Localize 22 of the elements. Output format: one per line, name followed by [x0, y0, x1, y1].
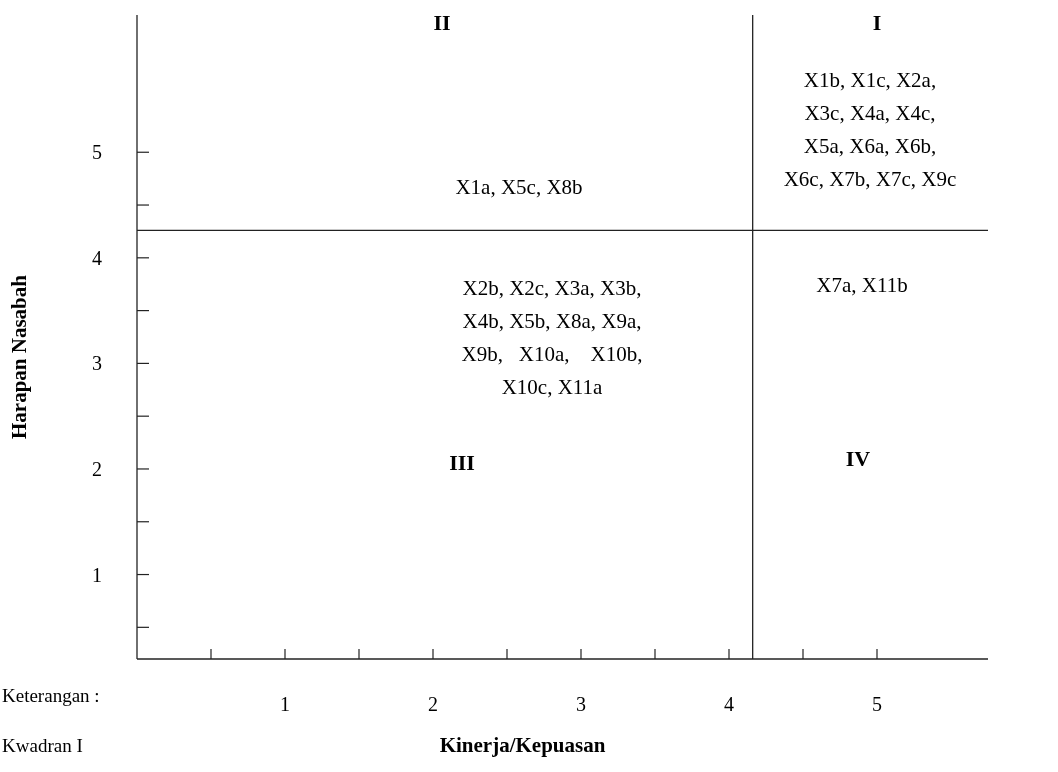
text: Kwadran I: [2, 734, 83, 756]
x-tick-label: 5: [872, 693, 882, 715]
annotation: II: [433, 9, 451, 35]
annotation: III: [449, 449, 475, 475]
y-tick-label: 5: [92, 141, 102, 164]
x-tick-label: 4: [724, 693, 734, 715]
annotation: X1a, X5c, X8b: [455, 175, 583, 200]
annotation: IV: [845, 445, 871, 471]
y-axis-title: Harapan Nasabah: [7, 274, 31, 439]
x-tick-label: 2: [428, 693, 438, 715]
text: Keterangan :: [2, 684, 100, 706]
x-axis-title: Kinerja/Kepuasan: [439, 733, 606, 757]
y-tick-label: 2: [92, 457, 102, 480]
annotation: X2b, X2c, X3a, X3b, X4b, X5b, X8a, X9a, X9b, X10a, X10b, X10c, X11a: [461, 275, 643, 399]
x-tick-label: 3: [576, 693, 586, 715]
x-tick-label: 1: [280, 693, 290, 715]
y-tick-label: 1: [92, 563, 102, 586]
y-tick-label: 3: [92, 352, 102, 375]
annotation: X7a, X11b: [816, 273, 908, 298]
annotation: X1b, X1c, X2a, X3c, X4a, X4c, X5a, X6a, X6b, X6c, X7b, X7c, X9c: [783, 67, 957, 191]
annotation: I: [872, 9, 882, 35]
y-tick-label: 4: [92, 246, 102, 269]
